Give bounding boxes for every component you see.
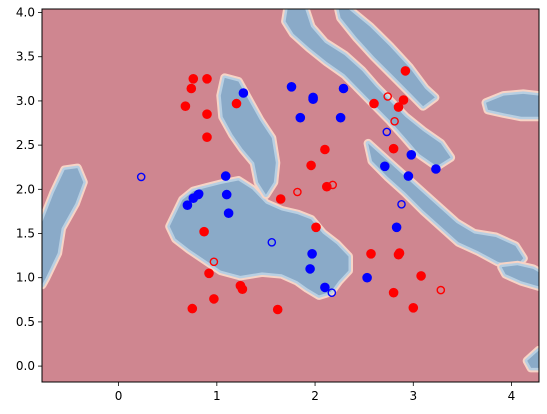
blue-point-5 — [223, 208, 234, 219]
red-point-15 — [306, 160, 316, 171]
blue-region-6 — [486, 93, 539, 117]
y-tick-label-4: 2.0 — [16, 182, 35, 196]
red-point-9 — [209, 294, 219, 304]
red-hollow-point-0 — [209, 257, 219, 267]
red-point-27 — [388, 287, 399, 298]
red-point-20 — [366, 249, 376, 259]
y-tick-label-2: 1.0 — [16, 271, 35, 285]
red-hollow-point-1 — [293, 187, 302, 197]
y-tick-label-0: 0.0 — [16, 359, 35, 373]
red-point-6 — [231, 98, 242, 109]
red-point-26 — [393, 249, 404, 260]
blue-point-3 — [220, 171, 231, 181]
blue-region-4 — [338, 9, 435, 107]
blue-point-21 — [431, 164, 441, 174]
blue-point-10 — [308, 94, 318, 104]
red-point-4 — [202, 109, 212, 119]
red-point-8 — [204, 268, 214, 279]
red-point-14 — [275, 194, 286, 204]
red-point-23 — [398, 95, 409, 105]
x-axis: 0 1 2 3 4 — [115, 382, 516, 403]
blue-region-1 — [169, 180, 349, 296]
red-point-17 — [320, 144, 330, 155]
blue-hollow-point-5 — [397, 199, 406, 209]
red-hollow-point-4 — [390, 117, 399, 126]
y-tick-label-5: 2.5 — [16, 138, 35, 152]
red-point-19 — [369, 98, 379, 109]
blue-point-8 — [295, 112, 306, 123]
blue-hollow-point-0 — [136, 172, 146, 182]
y-axis: 0.0 0.5 1.0 1.5 2.0 2.5 3.0 3.5 4.0 — [16, 6, 42, 373]
blue-hollow-point-2 — [267, 237, 277, 247]
blue-region-3 — [285, 9, 451, 167]
x-tick-label-0: 0 — [115, 389, 123, 403]
blue-point-20 — [406, 150, 417, 160]
y-tick-label-3: 1.5 — [16, 227, 35, 241]
blue-point-19 — [403, 171, 414, 181]
blue-point-11 — [335, 112, 346, 123]
plot-background — [42, 9, 539, 382]
blue-region-8 — [527, 350, 539, 368]
x-tick-label-1: 1 — [213, 389, 221, 403]
data-points — [136, 66, 446, 315]
red-point-16 — [311, 222, 321, 233]
red-point-29 — [408, 302, 419, 313]
red-point-1 — [202, 74, 212, 84]
decision-regions — [42, 9, 539, 373]
red-point-2 — [186, 83, 197, 94]
blue-point-12 — [338, 83, 349, 94]
blue-hollow-point-3 — [327, 288, 337, 298]
blue-point-0 — [182, 200, 193, 211]
blue-region-5 — [368, 143, 524, 268]
red-hollow-point-3 — [383, 92, 393, 101]
y-tick-label-8: 4.0 — [16, 6, 35, 20]
y-tick-label-7: 3.5 — [16, 50, 35, 64]
blue-point-15 — [320, 282, 330, 293]
x-tick-label-3: 3 — [409, 389, 417, 403]
plot-frame — [41, 8, 540, 383]
red-hollow-point-5 — [436, 285, 446, 295]
x-tick-label-4: 4 — [508, 389, 516, 403]
red-hollow-point-2 — [328, 180, 338, 190]
red-point-24 — [400, 66, 411, 76]
blue-point-7 — [286, 82, 297, 92]
blue-point-13 — [305, 264, 315, 274]
red-point-10 — [187, 303, 198, 314]
red-point-21 — [388, 143, 399, 154]
red-point-0 — [188, 74, 199, 84]
blue-hollow-point-4 — [382, 127, 392, 137]
blue-point-16 — [362, 272, 372, 283]
red-point-13 — [272, 304, 283, 315]
blue-point-4 — [221, 189, 232, 200]
red-point-22 — [393, 102, 404, 112]
y-tick-label-1: 0.5 — [16, 315, 35, 329]
blue-region-0 — [42, 168, 84, 285]
red-point-28 — [416, 271, 426, 281]
blue-hollow-point-1 — [194, 189, 204, 198]
blue-region-7 — [501, 265, 539, 287]
y-tick-label-6: 3.0 — [16, 94, 35, 108]
blue-point-14 — [307, 249, 317, 259]
blue-point-18 — [391, 222, 402, 233]
red-point-5 — [202, 132, 212, 143]
red-point-12 — [237, 284, 248, 295]
red-point-3 — [180, 101, 191, 111]
x-tick-label-2: 2 — [311, 389, 319, 403]
blue-point-6 — [238, 88, 249, 98]
red-point-7 — [199, 226, 209, 237]
blue-point-17 — [379, 161, 390, 172]
